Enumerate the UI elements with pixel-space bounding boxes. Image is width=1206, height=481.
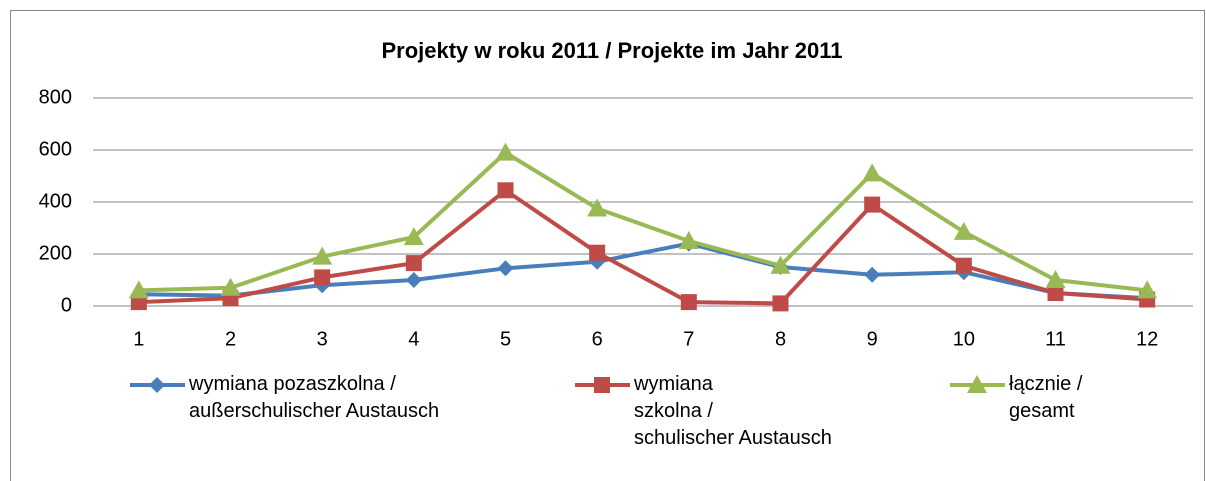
- legend-label: wymiana pozaszkolna / außerschulischer A…: [189, 373, 440, 422]
- y-tick-label: 200: [39, 242, 72, 264]
- marker: [314, 269, 331, 286]
- x-tick-label: 6: [592, 328, 603, 350]
- chart-title: Projekty w roku 2011 / Projekte im Jahr …: [381, 38, 842, 63]
- series-line: [138, 150, 1148, 293]
- x-tick-label: 3: [317, 328, 328, 350]
- marker: [772, 295, 789, 312]
- series: [128, 142, 1158, 299]
- x-tick-label: 4: [408, 328, 419, 350]
- series-line: [138, 241, 1148, 301]
- y-tick-label: 400: [39, 190, 72, 212]
- marker: [589, 253, 606, 270]
- marker: [497, 260, 514, 277]
- marker: [680, 294, 697, 311]
- legend-label: wymiana szkolna / schulischer Austausch: [634, 373, 832, 449]
- marker: [497, 182, 514, 199]
- marker: [312, 246, 333, 265]
- marker: [967, 375, 987, 393]
- marker: [862, 163, 883, 182]
- x-tick-label: 1: [133, 328, 144, 350]
- marker: [220, 277, 241, 296]
- x-tick-label: 12: [1136, 328, 1158, 350]
- x-tick-label: 11: [1045, 328, 1066, 350]
- marker: [403, 227, 424, 246]
- x-tick-label: 5: [500, 328, 511, 350]
- marker: [770, 255, 791, 274]
- marker: [1137, 280, 1158, 299]
- marker: [149, 377, 165, 393]
- marker: [589, 244, 606, 261]
- x-tick-label: 2: [225, 328, 236, 350]
- marker: [405, 255, 422, 272]
- marker: [678, 231, 699, 249]
- marker: [864, 196, 881, 213]
- marker: [495, 142, 516, 161]
- marker: [1045, 270, 1066, 288]
- chart-border: [10, 10, 1205, 481]
- y-tick-label: 0: [61, 294, 72, 316]
- marker: [405, 272, 422, 288]
- marker: [1047, 285, 1064, 301]
- y-tick-label: 800: [39, 86, 72, 108]
- marker: [864, 266, 881, 283]
- x-tick-label: 7: [683, 328, 694, 350]
- y-tick-label: 600: [39, 138, 72, 160]
- x-tick-label: 9: [867, 328, 878, 350]
- x-tick-label: 10: [953, 328, 975, 350]
- marker: [128, 280, 149, 299]
- legend-label: łącznie / gesamt: [1009, 373, 1083, 422]
- series-line: [138, 188, 1148, 306]
- marker: [953, 221, 974, 240]
- x-tick-label: 8: [775, 328, 786, 350]
- marker: [955, 257, 972, 274]
- marker: [594, 377, 610, 393]
- marker: [587, 198, 608, 217]
